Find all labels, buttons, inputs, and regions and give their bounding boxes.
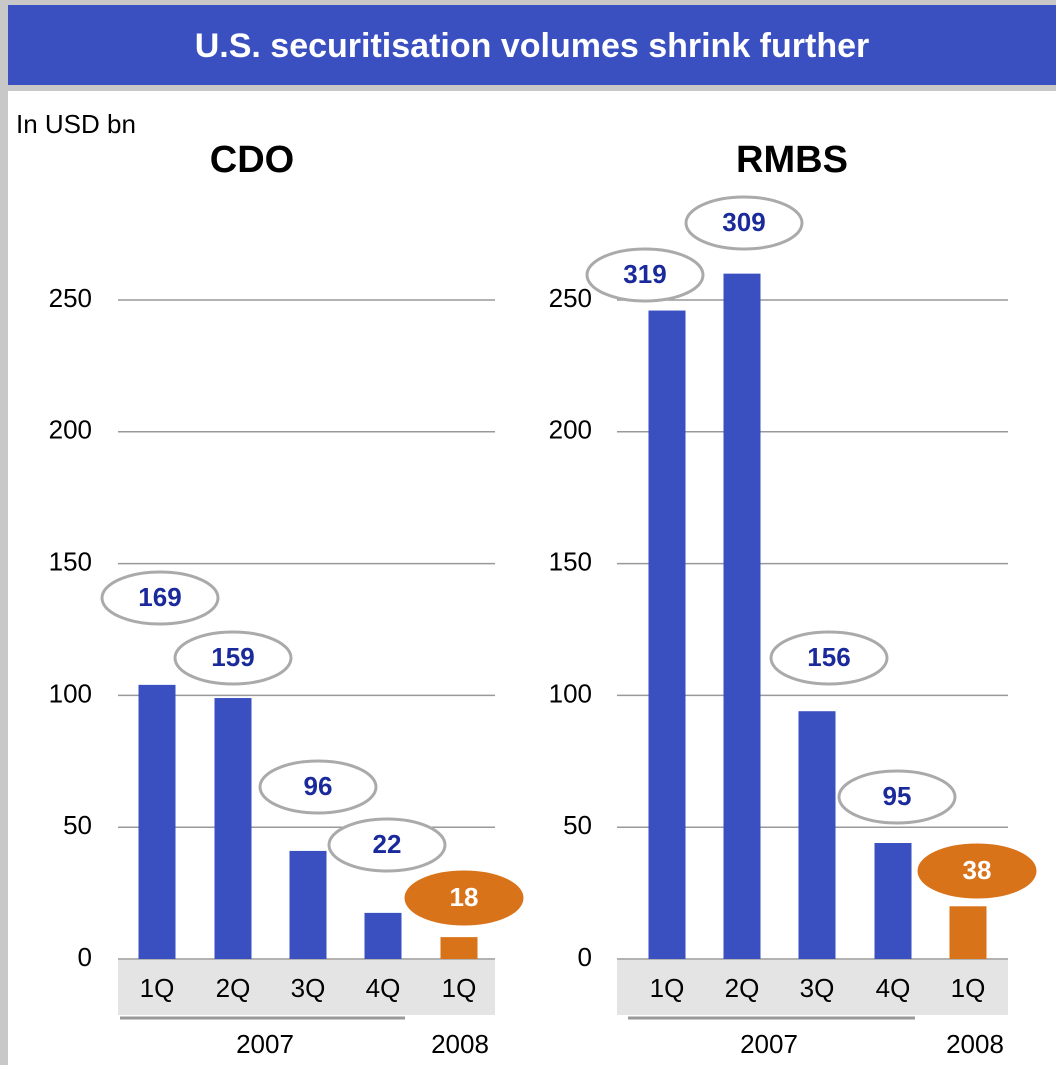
y-tick-label: 100 xyxy=(49,678,92,708)
annotation-bubble xyxy=(258,759,378,815)
left-border xyxy=(0,0,8,1065)
x-tick-label: 1Q xyxy=(442,973,477,1003)
x-tick-label: 4Q xyxy=(876,973,911,1003)
y-tick-label: 50 xyxy=(563,810,592,840)
x-tick-label: 1Q xyxy=(140,973,175,1003)
x-tick-label: 2Q xyxy=(216,973,251,1003)
banner-rule xyxy=(8,85,1056,91)
unit-label: In USD bn xyxy=(16,109,136,139)
y-tick-label: 150 xyxy=(49,546,92,576)
y-tick-label: 250 xyxy=(49,283,92,313)
annotation: 96 xyxy=(304,771,333,801)
x-tick-label: 3Q xyxy=(800,973,835,1003)
annotation: 319 xyxy=(623,259,666,289)
y-tick-label: 50 xyxy=(63,810,92,840)
annotation-bubble xyxy=(404,870,524,926)
x-tick-label: 3Q xyxy=(291,973,326,1003)
bar xyxy=(289,850,327,959)
bar xyxy=(648,310,686,959)
group-label: 2007 xyxy=(236,1029,294,1059)
title-banner xyxy=(8,5,1056,85)
annotation-bubble xyxy=(769,630,889,686)
chart-title: CDO xyxy=(210,139,294,181)
annotation-bubble xyxy=(585,247,705,303)
x-tick-label: 1Q xyxy=(650,973,685,1003)
chart-title: RMBS xyxy=(736,139,848,181)
x-tick-label: 1Q xyxy=(951,973,986,1003)
annotation: 156 xyxy=(807,642,850,672)
annotation: 38 xyxy=(963,855,992,885)
y-tick-label: 250 xyxy=(549,283,592,313)
annotation: 95 xyxy=(883,781,912,811)
bar xyxy=(798,711,836,959)
annotation-bubble xyxy=(173,630,293,686)
group-label: 2007 xyxy=(740,1029,798,1059)
category-band xyxy=(118,960,495,1015)
y-tick-label: 200 xyxy=(49,415,92,445)
bar xyxy=(949,906,987,959)
annotation: 169 xyxy=(138,582,181,612)
annotation-bubble xyxy=(327,817,447,873)
page-title: U.S. securitisation volumes shrink furth… xyxy=(195,27,870,65)
annotation-bubble xyxy=(837,769,957,825)
bar xyxy=(364,912,402,959)
y-tick-label: 100 xyxy=(549,678,592,708)
annotation-bubble xyxy=(100,570,220,626)
top-border xyxy=(0,0,1056,5)
annotation-bubble xyxy=(917,843,1037,899)
group-label: 2008 xyxy=(431,1029,489,1059)
bar xyxy=(214,698,252,959)
group-label: 2008 xyxy=(946,1029,1004,1059)
y-tick-label: 150 xyxy=(549,546,592,576)
y-tick-label: 0 xyxy=(78,942,92,972)
bar xyxy=(440,937,478,959)
annotation-bubble xyxy=(684,195,804,251)
annotation: 18 xyxy=(450,882,479,912)
x-tick-label: 4Q xyxy=(366,973,401,1003)
y-tick-label: 0 xyxy=(578,942,592,972)
category-band xyxy=(617,960,1008,1015)
bar xyxy=(723,273,761,959)
bar xyxy=(138,684,176,959)
x-tick-label: 2Q xyxy=(725,973,760,1003)
y-tick-label: 200 xyxy=(549,415,592,445)
annotation: 159 xyxy=(211,642,254,672)
annotation: 309 xyxy=(722,207,765,237)
annotation: 22 xyxy=(373,829,402,859)
bar xyxy=(874,843,912,959)
